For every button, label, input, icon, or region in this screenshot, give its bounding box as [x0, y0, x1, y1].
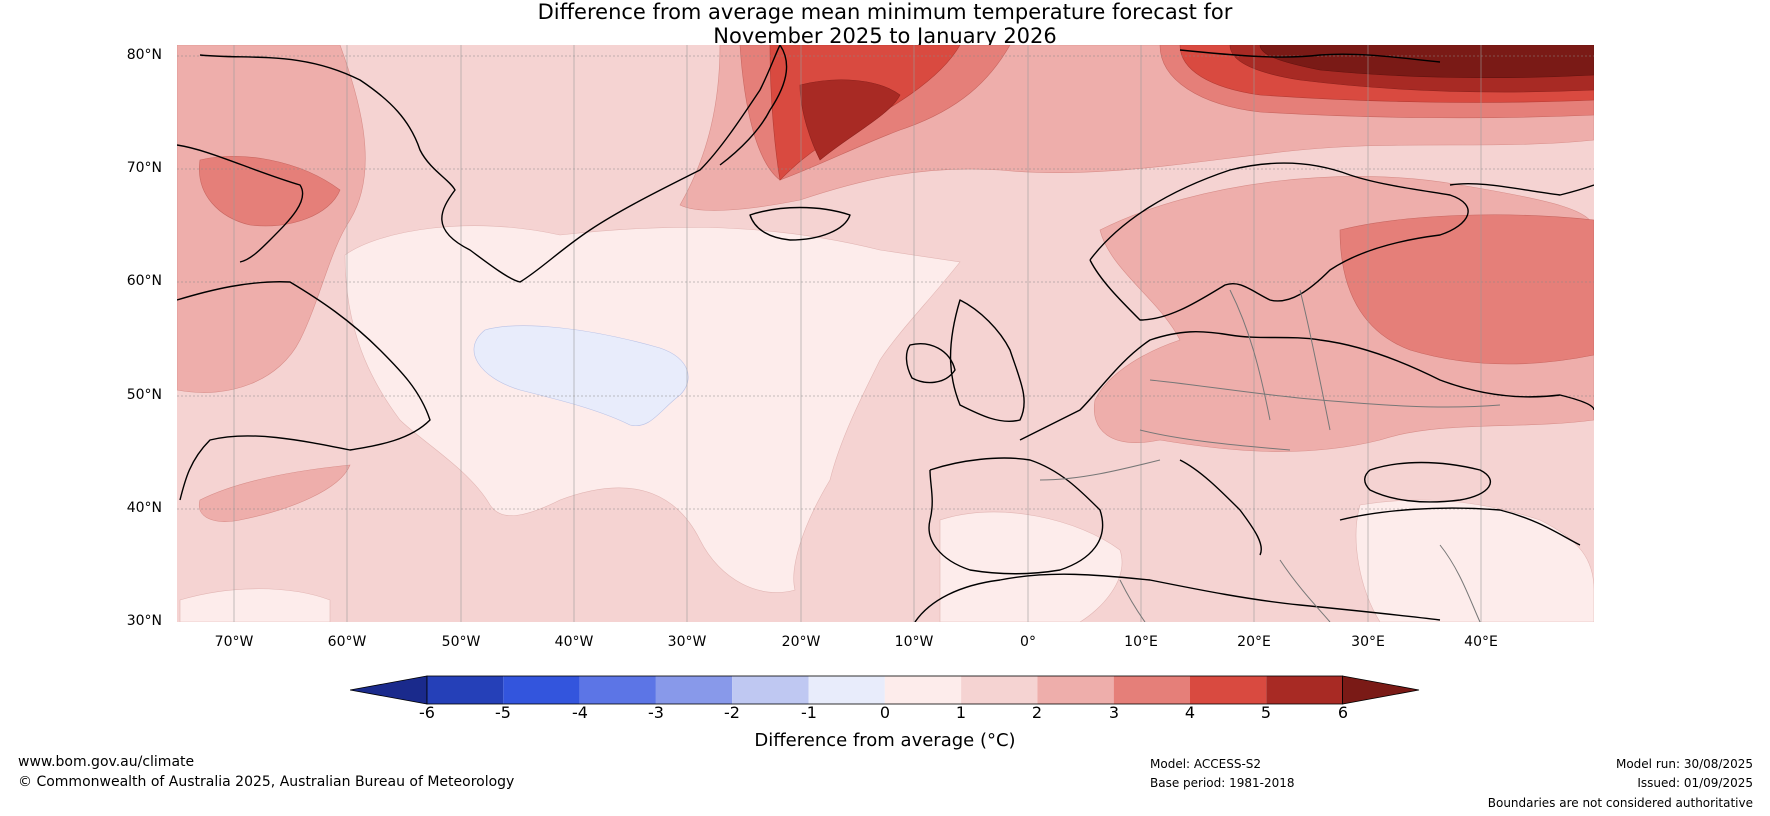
- anomaly-band-2-3-west: [198, 464, 351, 522]
- title-line-2: November 2025 to January 2026: [713, 24, 1057, 48]
- model-run-date: Model run: 30/08/2025: [1615, 757, 1753, 771]
- coast-baffin: [177, 144, 304, 263]
- boundary-disclaimer: Boundaries are not considered authoritat…: [1487, 796, 1753, 810]
- lon-label-40w: 40°W: [554, 634, 594, 650]
- coast-italy: [1179, 459, 1262, 556]
- colorbar-swatch: [655, 676, 733, 704]
- coast-iceland: [749, 206, 851, 241]
- colorbar-tick: -2: [724, 703, 740, 722]
- coast-europe: [1019, 331, 1594, 441]
- coast-turkey: [1339, 507, 1581, 546]
- anomaly-band-above-6: [1259, 45, 1594, 79]
- lat-label-80n: 80°N: [126, 47, 162, 63]
- lat-label-30n: 30°N: [126, 613, 162, 629]
- colorbar-swatch: [1113, 676, 1190, 704]
- lon-label-20e: 20°E: [1237, 634, 1271, 650]
- anomaly-band-3-4-canada: [199, 155, 341, 227]
- copyright-text: © Commonwealth of Australia 2025, Austra…: [18, 774, 515, 790]
- colorbar-swatch: [1190, 676, 1267, 704]
- lat-label-60n: 60°N: [126, 273, 162, 289]
- colorbar-label: Difference from average (°C): [754, 730, 1016, 751]
- anomaly-band-5-6-greenland-sea: [799, 79, 901, 161]
- gridlines: [177, 55, 1594, 510]
- colorbar: [350, 675, 1420, 705]
- coast-greenland-east: [719, 45, 788, 166]
- anomaly-band-neg1-0: [473, 325, 689, 427]
- colorbar-tick: 4: [1184, 703, 1196, 722]
- lon-label-40e: 40°E: [1464, 634, 1498, 650]
- coast-black-sea: [1364, 461, 1492, 503]
- colorbar-tick: -4: [572, 703, 588, 722]
- country-borders: [1039, 289, 1501, 622]
- coast-north-africa: [914, 573, 1441, 622]
- lon-label-30e: 30°E: [1351, 634, 1385, 650]
- lat-label-70n: 70°N: [126, 160, 162, 176]
- model-name: Model: ACCESS-S2: [1150, 757, 1262, 771]
- coast-iberia: [928, 457, 1104, 575]
- coast-scandinavia: [1089, 162, 1469, 321]
- colorbar-swatch: [503, 676, 580, 704]
- colorbar-tick: 6: [1337, 703, 1349, 722]
- anomaly-band-3-4-russia: [1339, 214, 1594, 365]
- colorbar-swatch: [427, 676, 504, 704]
- colorbar-tick: 0: [879, 703, 891, 722]
- coast-greenland-west: [199, 45, 781, 283]
- coast-labrador: [177, 281, 431, 501]
- colorbar-extend-right: [1342, 675, 1420, 705]
- colorbar-tick: 5: [1260, 703, 1272, 722]
- lon-label-30w: 30°W: [667, 634, 707, 650]
- colorbar-tick: -1: [801, 703, 817, 722]
- colorbar-tick: -6: [419, 703, 435, 722]
- lon-label-10w: 10°W: [894, 634, 934, 650]
- issued-date: Issued: 01/09/2025: [1637, 776, 1753, 790]
- lon-label-0: 0°: [1020, 634, 1036, 650]
- colorbar-swatch: [732, 676, 809, 704]
- colorbar-swatch: [579, 676, 656, 704]
- colorbar-swatch: [808, 676, 885, 704]
- anomaly-band-0-1-africa: [939, 511, 1123, 622]
- coast-svalbard: [1179, 49, 1441, 63]
- map-title: Difference from average mean minimum tem…: [0, 0, 1770, 48]
- lat-label-50n: 50°N: [126, 387, 162, 403]
- colorbar-tick: 2: [1031, 703, 1043, 722]
- colorbar-tick: 3: [1108, 703, 1120, 722]
- colorbar-swatch: [884, 676, 962, 704]
- lon-label-50w: 50°W: [441, 634, 481, 650]
- forecast-map: [177, 45, 1594, 622]
- title-line-1: Difference from average mean minimum tem…: [537, 0, 1233, 24]
- base-period: Base period: 1981-2018: [1150, 776, 1295, 790]
- colorbar-tick: -5: [495, 703, 511, 722]
- anomaly-band-0-1-mideast: [1355, 499, 1594, 622]
- website-link[interactable]: www.bom.gov.au/climate: [18, 754, 195, 770]
- coastlines: [177, 45, 1594, 622]
- colorbar-extend-left: [350, 675, 428, 705]
- colorbar-swatch: [1266, 676, 1343, 704]
- coast-russia-north: [1449, 182, 1594, 196]
- anomaly-band-0-1-south: [179, 588, 331, 622]
- lat-label-40n: 40°N: [126, 500, 162, 516]
- coast-british-isles: [949, 299, 1025, 422]
- colorbar-swatch: [961, 676, 1038, 704]
- lon-label-20w: 20°W: [781, 634, 821, 650]
- lon-label-10e: 10°E: [1124, 634, 1158, 650]
- meridians: [233, 45, 1482, 622]
- lon-label-70w: 70°W: [214, 634, 254, 650]
- coast-ireland: [905, 343, 956, 384]
- colorbar-tick: -3: [648, 703, 664, 722]
- lon-label-60w: 60°W: [327, 634, 367, 650]
- colorbar-tick: 1: [955, 703, 967, 722]
- colorbar-swatch: [1037, 676, 1114, 704]
